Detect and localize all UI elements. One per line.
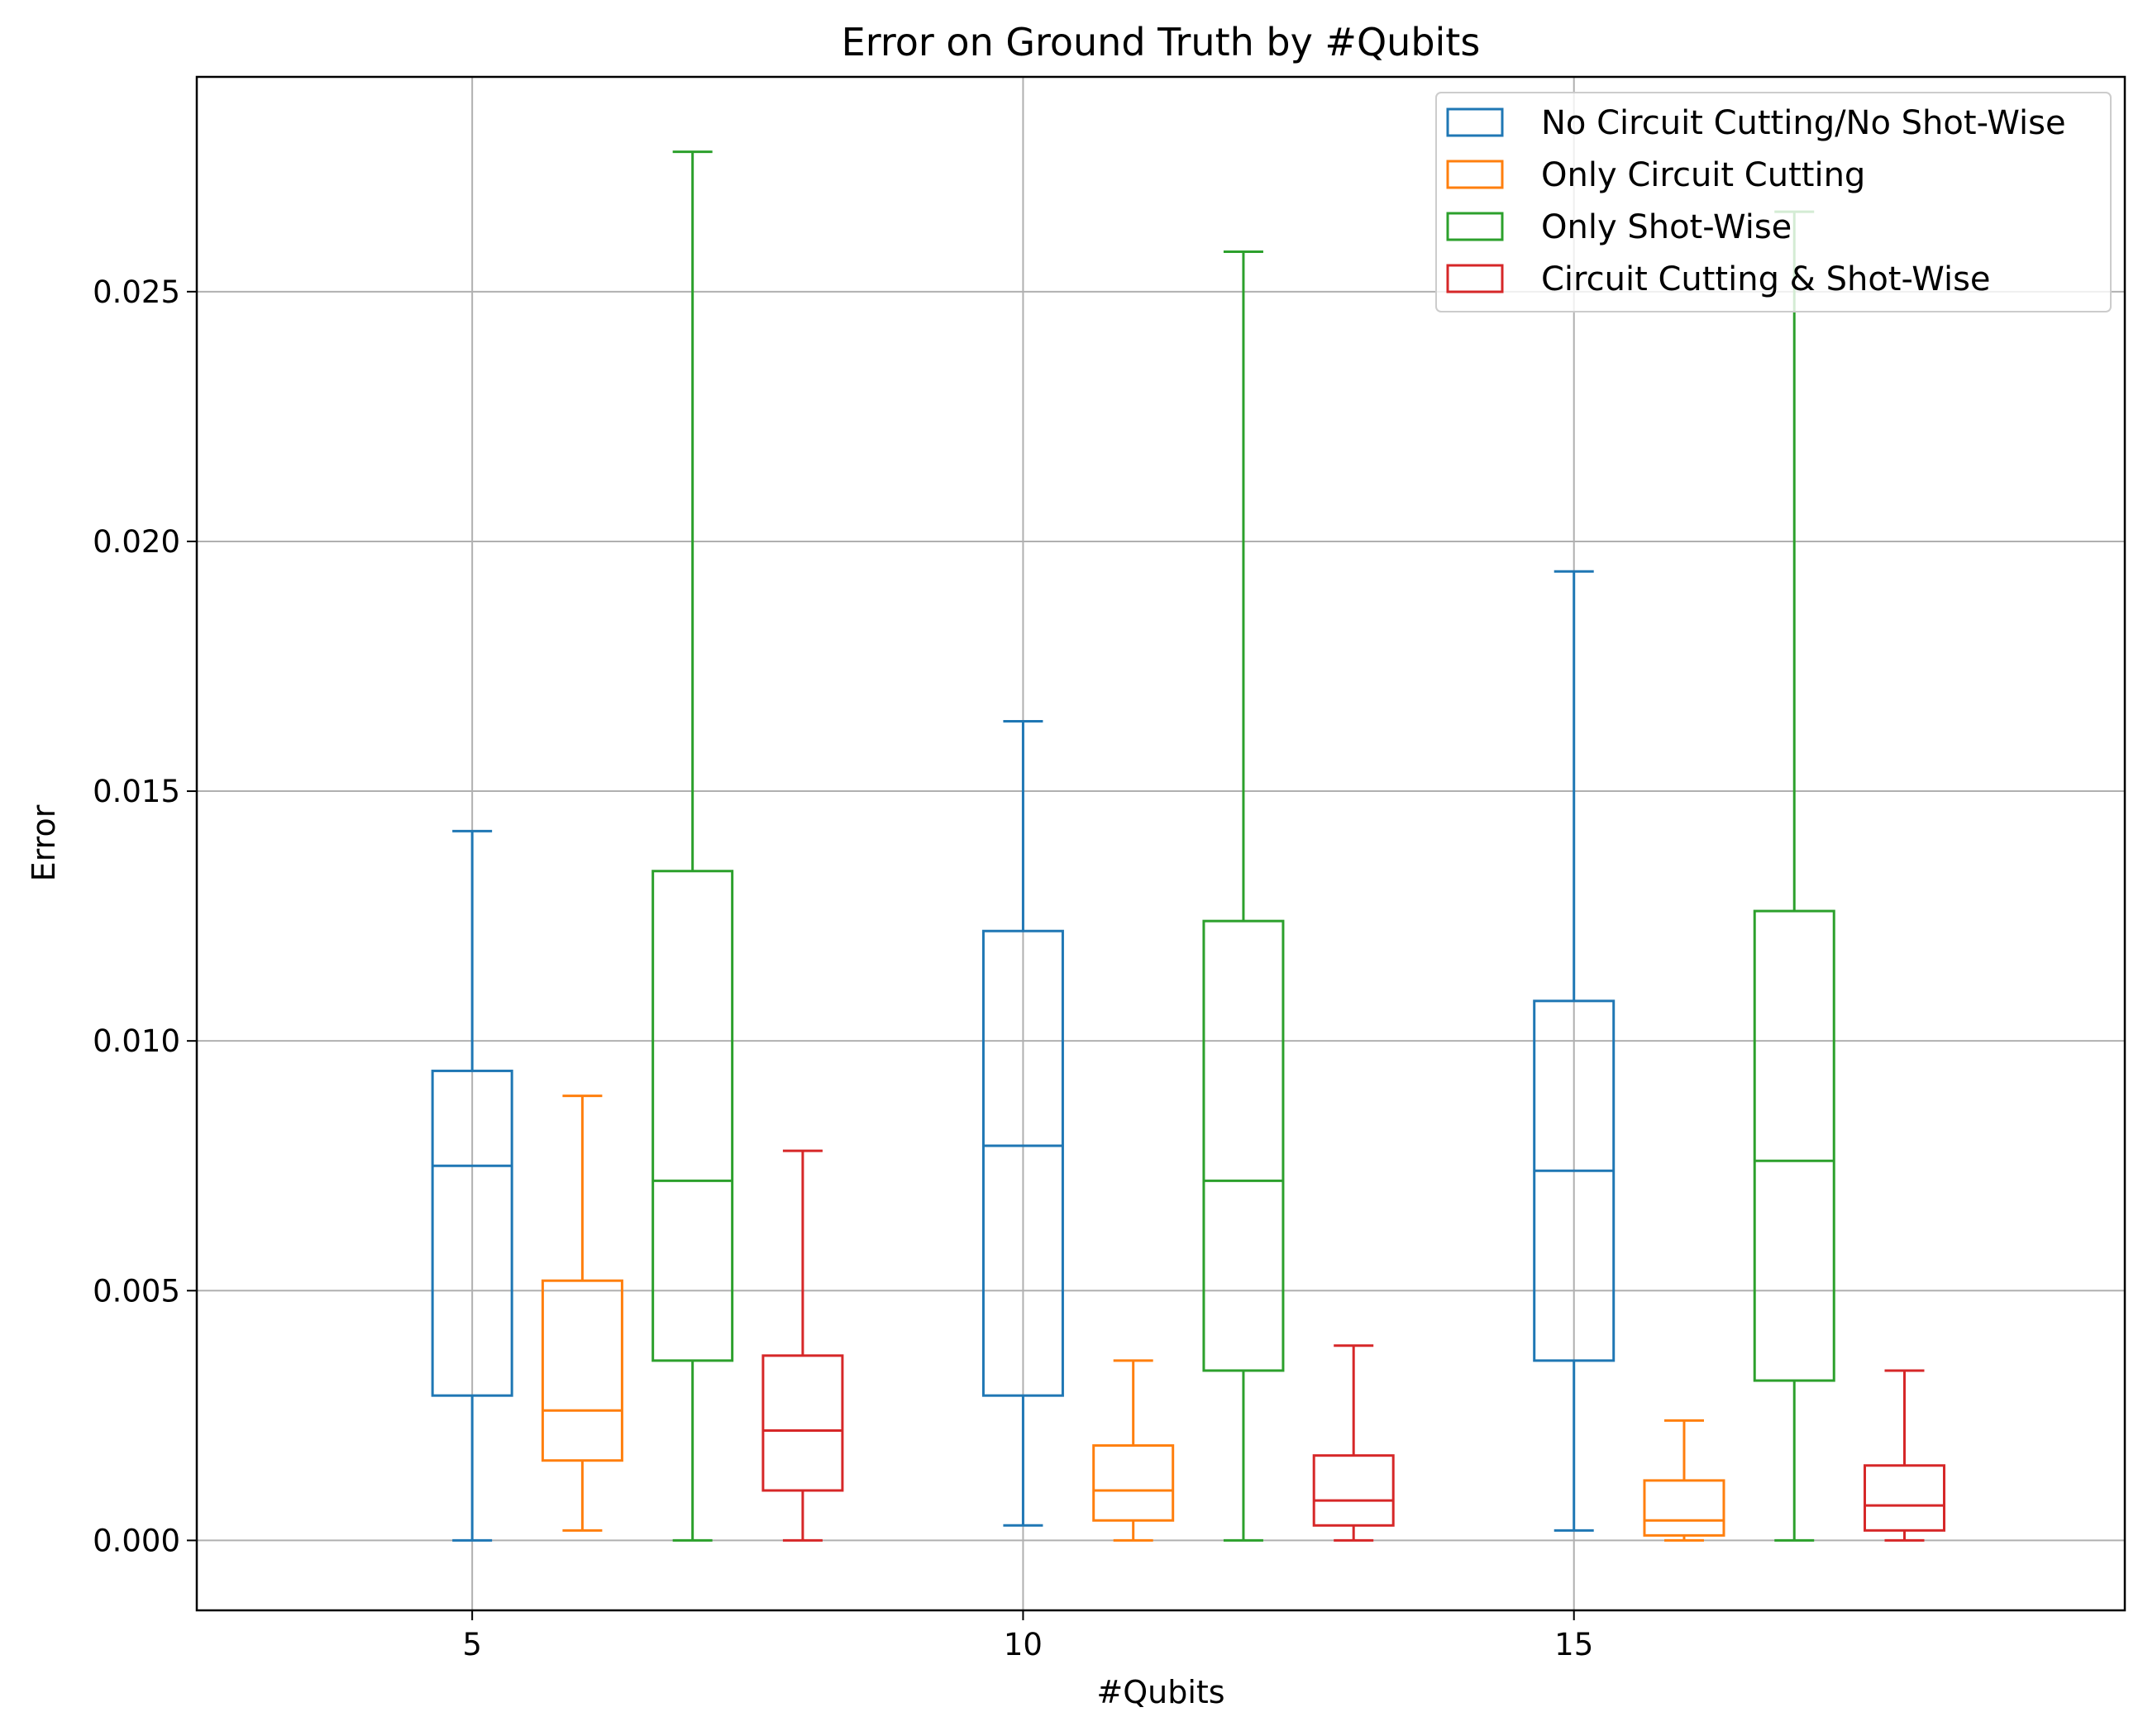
- box-plot-item: [1092, 1359, 1175, 1542]
- legend-label: No Circuit Cutting/No Shot-Wise: [1541, 104, 2066, 142]
- legend-frame: [1435, 92, 2112, 312]
- box-plot-item: [1643, 1419, 1725, 1542]
- box-plot-item: [1533, 570, 1616, 1532]
- legend-swatch: [1446, 212, 1504, 241]
- box-plot-boxes: [431, 150, 1945, 1542]
- x-tick-label: 15: [1554, 1627, 1593, 1662]
- legend-label: Only Circuit Cutting: [1541, 156, 1865, 194]
- box-series: [431, 570, 1616, 1542]
- axis-ticks: 5 10 15 0.000 0.005 0.010 0.015 0.020 0.025: [93, 274, 1593, 1662]
- y-tick-label: 0.010: [93, 1023, 180, 1059]
- iqr-box: [1643, 1479, 1725, 1537]
- legend-label: Circuit Cutting & Shot-Wise: [1541, 260, 1991, 298]
- iqr-box: [761, 1354, 844, 1492]
- y-tick-label: 0.020: [93, 524, 180, 560]
- y-axis-label: Error: [26, 804, 62, 881]
- iqr-box: [1202, 919, 1285, 1372]
- y-tick-label: 0.005: [93, 1273, 180, 1309]
- legend-swatch: [1446, 264, 1504, 293]
- y-tick-label: 0.015: [93, 774, 180, 809]
- box-plot-item: [1312, 1344, 1395, 1542]
- iqr-box: [541, 1279, 623, 1462]
- legend-item: Only Shot-Wise: [1446, 208, 1792, 246]
- box-series: [651, 150, 1835, 1542]
- box-plot-item: [1863, 1369, 1945, 1542]
- legend-swatch: [1446, 160, 1504, 189]
- y-tick-label: 0.025: [93, 274, 180, 310]
- y-tick-label: 0.000: [93, 1523, 180, 1558]
- box-plot-item: [981, 719, 1064, 1527]
- legend-item: No Circuit Cutting/No Shot-Wise: [1446, 104, 2066, 142]
- chart-title: Error on Ground Truth by #Qubits: [842, 20, 1481, 64]
- box-plot-item: [541, 1095, 623, 1532]
- box-plot-item: [1202, 250, 1285, 1542]
- iqr-box: [1753, 909, 1835, 1382]
- box-plot-item: [651, 150, 734, 1542]
- iqr-box: [1863, 1464, 1945, 1532]
- box-plot-item: [431, 829, 513, 1542]
- iqr-box: [1092, 1444, 1175, 1522]
- x-axis-label: #Qubits: [1096, 1674, 1224, 1710]
- box-plot-item: [761, 1149, 844, 1542]
- iqr-box: [1533, 999, 1616, 1362]
- iqr-box: [431, 1069, 513, 1397]
- legend-label: Only Shot-Wise: [1541, 208, 1792, 246]
- box-series: [541, 1095, 1725, 1542]
- legend: No Circuit Cutting/No Shot-Wise Only Circ…: [1435, 92, 2112, 312]
- iqr-box: [1312, 1454, 1395, 1527]
- legend-item: Circuit Cutting & Shot-Wise: [1446, 260, 1991, 298]
- x-tick-label: 5: [462, 1627, 482, 1662]
- legend-swatch: [1446, 107, 1504, 137]
- iqr-box: [651, 870, 734, 1362]
- box-plot-item: [1753, 210, 1835, 1542]
- iqr-box: [981, 929, 1064, 1397]
- plot-area-frame: [195, 75, 2126, 1612]
- box-series: [761, 1149, 1945, 1542]
- x-tick-label: 10: [1004, 1627, 1043, 1662]
- legend-item: Only Circuit Cutting: [1446, 156, 1865, 194]
